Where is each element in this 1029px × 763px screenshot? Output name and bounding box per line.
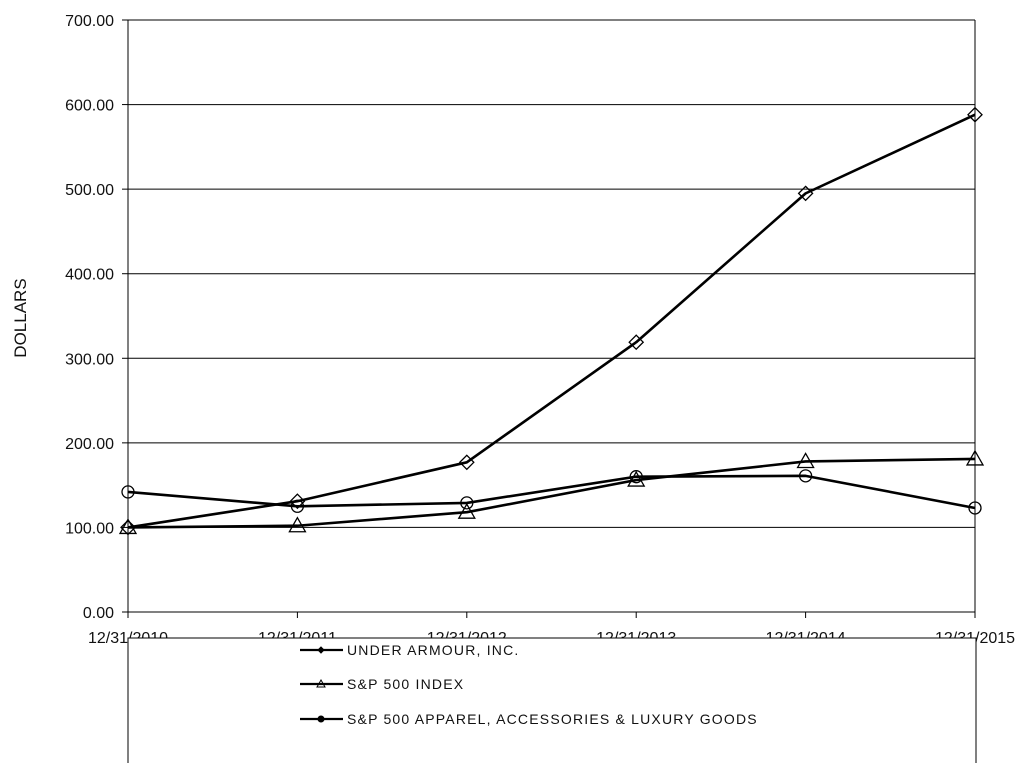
circle-marker: [968, 501, 982, 515]
gridlines: [128, 19, 975, 528]
y-tick-label: 200.00: [65, 436, 114, 453]
legend-entry: S&P 500 INDEX: [300, 676, 464, 692]
series-triangle: [118, 449, 985, 535]
diamond-marker: [289, 493, 306, 510]
y-tick-label: 0.00: [83, 605, 114, 622]
legend-label: S&P 500 INDEX: [347, 676, 464, 692]
triangle-marker: [288, 516, 307, 533]
y-tick-label: 300.00: [65, 351, 114, 368]
diamond-marker: [967, 106, 983, 123]
y-tick-label: 600.00: [65, 98, 114, 115]
circle-marker: [629, 470, 643, 484]
legend-label: S&P 500 APPAREL, ACCESSORIES & LUXURY GO…: [347, 711, 758, 727]
series-line: [127, 474, 976, 510]
y-axis-ticks: 0.00 100.00 200.00 300.00 400.00 500.00 600.00…: [65, 13, 128, 622]
triangle-marker: [796, 452, 815, 469]
legend-entry: UNDER ARMOUR, INC.: [300, 642, 520, 658]
diamond-marker: [628, 334, 645, 351]
circle-marker: [460, 496, 474, 510]
y-axis-title: DOLLARS: [11, 278, 30, 357]
legend-diamond-icon: [317, 646, 325, 654]
legend-triangle-icon: [316, 678, 326, 688]
legend: UNDER ARMOUR, INC. S&P 500 INDEX S&P 500 A…: [127, 637, 977, 763]
series-line: [127, 457, 976, 529]
y-tick-label: 400.00: [65, 267, 114, 284]
circle-marker: [290, 499, 305, 513]
y-tick-label: 700.00: [65, 13, 114, 30]
diamond-marker: [120, 519, 136, 536]
triangle-marker: [627, 470, 646, 487]
legend-label: UNDER ARMOUR, INC.: [347, 642, 520, 658]
circle-marker: [798, 469, 813, 483]
y-tick-label: 100.00: [65, 520, 114, 537]
y-tick-label: 500.00: [65, 182, 114, 199]
axes: [127, 20, 976, 613]
series-line: [127, 113, 976, 529]
series-lines: [118, 106, 985, 536]
series-diamond: [120, 106, 983, 536]
legend-entry: S&P 500 APPAREL, ACCESSORIES & LUXURY GO…: [300, 711, 758, 727]
triangle-marker: [965, 449, 985, 466]
diamond-marker: [797, 185, 814, 202]
legend-circle-icon: [317, 715, 325, 723]
series-circle: [121, 469, 982, 515]
diamond-marker: [458, 454, 475, 471]
legend-box: [127, 637, 977, 763]
circle-marker: [121, 485, 135, 499]
triangle-marker: [457, 502, 476, 519]
triangle-marker: [118, 518, 138, 535]
